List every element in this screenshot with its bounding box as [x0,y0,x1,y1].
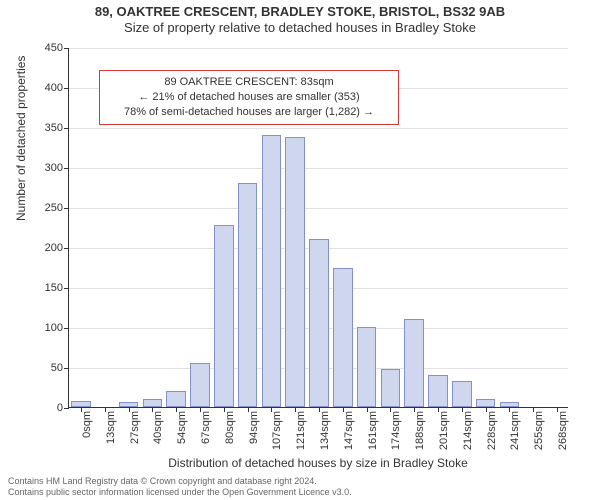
x-axis-label: Distribution of detached houses by size … [68,456,568,470]
y-axis-label: Number of detached properties [14,56,28,221]
y-tick [64,128,69,129]
y-tick [64,48,69,49]
x-tick-label: 268sqm [557,411,569,450]
y-tick-label: 0 [57,402,63,414]
y-tick-label: 50 [51,362,63,374]
x-tick-label: 80sqm [224,411,236,444]
gridline [69,208,568,209]
x-tick-label: 121sqm [295,411,307,450]
gridline [69,128,568,129]
annotation-line: 89 OAKTREE CRESCENT: 83sqm [108,75,390,90]
y-tick [64,248,69,249]
x-tick-label: 134sqm [319,411,331,450]
x-tick-label: 107sqm [271,411,283,450]
title-line-2: Size of property relative to detached ho… [0,20,600,36]
x-tick-label: 255sqm [533,411,545,450]
x-tick-label: 241sqm [509,411,521,450]
x-tick-label: 40sqm [152,411,164,444]
bar [476,399,496,407]
x-tick-label: 214sqm [462,411,474,450]
bar [309,239,329,407]
annotation-box: 89 OAKTREE CRESCENT: 83sqm← 21% of detac… [99,70,399,125]
x-tick-label: 27sqm [129,411,141,444]
bar [333,268,353,407]
y-tick [64,368,69,369]
y-tick [64,208,69,209]
title-block: 89, OAKTREE CRESCENT, BRADLEY STOKE, BRI… [0,0,600,37]
x-tick-label: 94sqm [248,411,260,444]
x-tick-label: 67sqm [200,411,212,444]
x-tick-label: 188sqm [414,411,426,450]
y-tick [64,408,69,409]
annotation-line: 78% of semi-detached houses are larger (… [108,105,390,120]
bar [428,375,448,407]
y-tick [64,88,69,89]
figure: 89, OAKTREE CRESCENT, BRADLEY STOKE, BRI… [0,0,600,500]
gridline [69,48,568,49]
x-tick-label: 54sqm [176,411,188,444]
x-tick-label: 161sqm [367,411,379,450]
bar [357,327,377,407]
y-tick [64,328,69,329]
x-tick-label: 228sqm [486,411,498,450]
footer: Contains HM Land Registry data © Crown c… [8,476,592,498]
bar [190,363,210,407]
chart-area: 0501001502002503003504004500sqm13sqm27sq… [68,48,568,408]
footer-line-1: Contains HM Land Registry data © Crown c… [8,476,592,487]
x-tick-label: 147sqm [343,411,355,450]
gridline [69,168,568,169]
y-tick-label: 300 [45,162,63,174]
bar [285,137,305,407]
y-tick [64,168,69,169]
y-tick-label: 100 [45,322,63,334]
y-tick-label: 450 [45,42,63,54]
y-tick-label: 200 [45,242,63,254]
bar [381,369,401,407]
bar [166,391,186,407]
y-tick-label: 350 [45,122,63,134]
y-tick-label: 150 [45,282,63,294]
bar [214,225,234,407]
annotation-line: ← 21% of detached houses are smaller (35… [108,90,390,105]
y-tick-label: 250 [45,202,63,214]
bar [452,381,472,407]
bar [262,135,282,407]
bar [238,183,258,407]
x-tick-label: 0sqm [81,411,93,438]
x-tick-label: 174sqm [390,411,402,450]
plot-box: 0501001502002503003504004500sqm13sqm27sq… [68,48,568,408]
title-line-1: 89, OAKTREE CRESCENT, BRADLEY STOKE, BRI… [0,4,600,20]
footer-line-2: Contains public sector information licen… [8,487,592,498]
x-tick-label: 13sqm [105,411,117,444]
y-tick-label: 400 [45,82,63,94]
bar [143,399,163,407]
y-tick [64,288,69,289]
x-tick-label: 201sqm [438,411,450,450]
bar [404,319,424,407]
